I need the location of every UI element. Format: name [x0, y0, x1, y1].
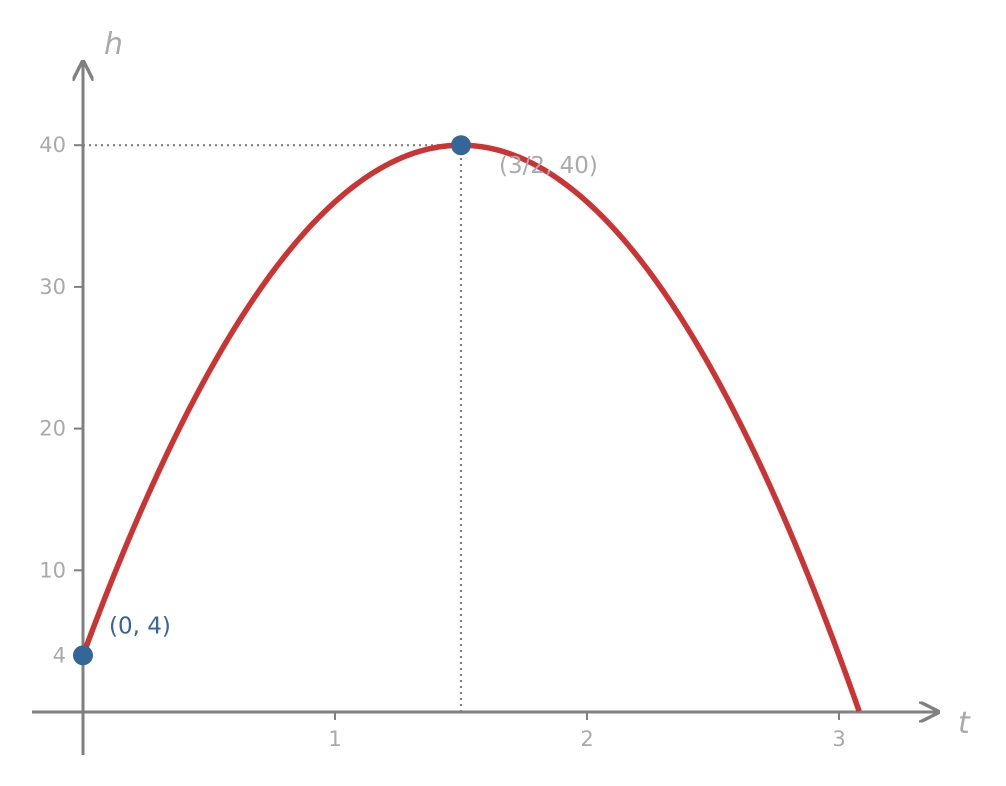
- y-axis-title: h: [104, 27, 123, 62]
- parabola-curve: [80, 142, 862, 713]
- vertex-point-marker: [451, 135, 471, 156]
- axes: [32, 62, 938, 755]
- y-tick-label: 40: [39, 133, 66, 157]
- points-layer: [73, 135, 471, 666]
- labels-layer: 1 2 3 4 10 20 30 40 t h (0, 4) (3/2, 40): [39, 27, 971, 751]
- start-point-marker: [73, 645, 93, 666]
- start-point-label: (0, 4): [109, 613, 171, 639]
- x-tick-label: 3: [832, 727, 845, 751]
- y-tick-label: 10: [39, 558, 66, 582]
- y-tick-label: 4: [53, 643, 66, 667]
- x-axis-title: t: [958, 706, 971, 741]
- guide-lines: [83, 144, 463, 712]
- vertex-point-label: (3/2, 40): [499, 153, 598, 179]
- y-tick-label: 30: [39, 275, 66, 299]
- x-tick-label: 1: [328, 727, 341, 751]
- x-tick-label: 2: [580, 727, 593, 751]
- y-tick-label: 20: [39, 417, 66, 441]
- curve-layer: [80, 142, 862, 713]
